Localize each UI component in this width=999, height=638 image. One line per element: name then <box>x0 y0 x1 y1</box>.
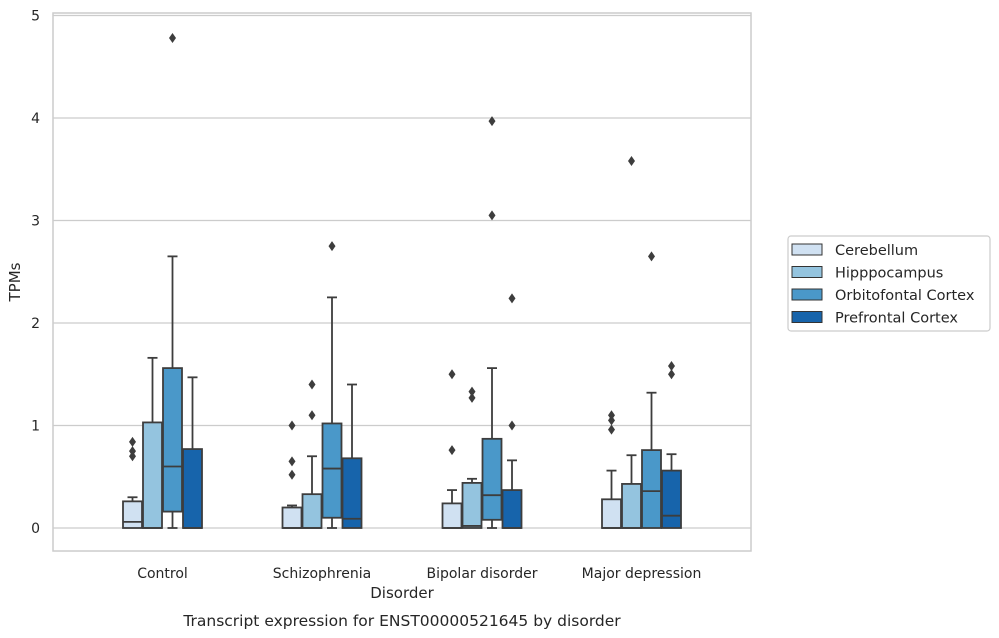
outlier-point <box>608 410 615 421</box>
x-axis-label: Disorder <box>370 584 434 602</box>
outlier-point <box>448 445 456 456</box>
box-cerebellum-4 <box>601 410 622 529</box>
outlier-point <box>288 469 296 480</box>
y-tick-label: 1 <box>31 419 40 435</box>
legend-label: Orbitofontal Cortex <box>835 288 975 304</box>
box-body <box>461 481 483 529</box>
outlier-point <box>129 436 136 447</box>
x-tick-label: Schizophrenia <box>273 566 371 582</box>
box-prefrontal-cortex-3 <box>501 293 523 529</box>
box-body <box>601 498 622 529</box>
outlier-point <box>668 369 675 380</box>
box-cerebellum-3 <box>441 369 463 529</box>
x-tick-label: Bipolar disorder <box>426 566 537 582</box>
box-body <box>321 422 343 519</box>
box-body <box>281 506 303 529</box>
outlier-point <box>129 451 136 462</box>
box-body <box>661 469 682 529</box>
outlier-point <box>608 415 615 426</box>
outlier-point <box>468 392 476 403</box>
box-body <box>481 437 503 521</box>
outlier-point <box>648 251 655 262</box>
box-body <box>301 493 323 529</box>
legend-label: Prefrontal Cortex <box>835 311 958 327</box>
outlier-point <box>608 424 615 435</box>
outlier-point <box>508 293 516 304</box>
x-tick-label: Control <box>137 566 188 582</box>
box-hipppocampus-3 <box>461 386 483 529</box>
y-tick-label: 4 <box>31 111 40 127</box>
legend-label: Cerebellum <box>835 243 918 259</box>
y-axis-label: TPMs <box>6 262 24 302</box>
legend-swatch <box>791 243 823 256</box>
box-cerebellum-1 <box>122 436 143 529</box>
box-body <box>122 500 143 529</box>
x-axis-ticks: Control Schizophrenia Bipolar disorder Majo… <box>137 566 701 582</box>
outlier-point <box>328 241 336 252</box>
box-orbitofontal-cortex-4 <box>641 251 662 529</box>
outlier-point <box>628 156 635 167</box>
box-body <box>182 448 203 529</box>
legend-swatch <box>791 311 823 323</box>
outlier-point <box>308 410 316 421</box>
box-orbitofontal-cortex-2 <box>321 241 343 529</box>
outlier-point <box>468 386 476 397</box>
legend-item: Cerebellum <box>791 243 918 259</box>
box-cerebellum-2 <box>281 420 303 529</box>
legend-item: Prefrontal Cortex <box>791 311 958 327</box>
legend-frame <box>787 235 991 332</box>
outlier-point <box>508 420 516 431</box>
box-prefrontal-cortex-4 <box>661 361 682 529</box>
box-body <box>621 483 642 529</box>
plot-area-frame <box>52 12 752 552</box>
y-tick-label: 2 <box>31 316 40 332</box>
y-tick-label: 0 <box>31 521 40 537</box>
y-tick-label: 3 <box>31 214 40 230</box>
box-orbitofontal-cortex-1 <box>162 33 183 529</box>
box-body <box>501 489 523 529</box>
box-body <box>142 421 163 529</box>
outlier-point <box>308 379 316 390</box>
x-tick-label: Major depression <box>582 566 702 582</box>
box-body <box>341 457 363 529</box>
box-body <box>441 502 463 529</box>
outlier-point <box>488 116 496 127</box>
box-prefrontal-cortex-1 <box>182 376 203 529</box>
outlier-point <box>488 210 496 221</box>
box-hipppocampus-4 <box>621 156 642 529</box>
legend-item: Hipppocampus <box>791 266 943 282</box>
box-hipppocampus-2 <box>301 379 323 529</box>
chart-caption: Transcript expression for ENST0000052164… <box>182 612 621 630</box>
outlier-point <box>448 369 456 380</box>
y-axis-ticks: 0 1 2 3 4 5 <box>31 9 40 538</box>
box-body <box>162 367 183 513</box>
box-orbitofontal-cortex-3 <box>481 116 503 529</box>
legend-label: Hipppocampus <box>835 266 943 282</box>
outlier-point <box>288 420 296 431</box>
legend-swatch <box>791 288 823 301</box>
outlier-point <box>668 361 675 372</box>
outlier-point <box>288 456 296 467</box>
outlier-point <box>169 33 176 44</box>
legend: Cerebellum Hipppocampus Orbitofontal Corte… <box>787 235 991 332</box>
box-body <box>641 449 662 529</box>
box-groups <box>122 33 682 529</box>
box-hipppocampus-1 <box>142 356 163 529</box>
legend-swatch <box>791 266 823 278</box>
box-prefrontal-cortex-2 <box>341 383 363 529</box>
y-tick-label: 5 <box>31 9 40 25</box>
outlier-point <box>129 446 136 457</box>
legend-item: Orbitofontal Cortex <box>791 288 975 304</box>
